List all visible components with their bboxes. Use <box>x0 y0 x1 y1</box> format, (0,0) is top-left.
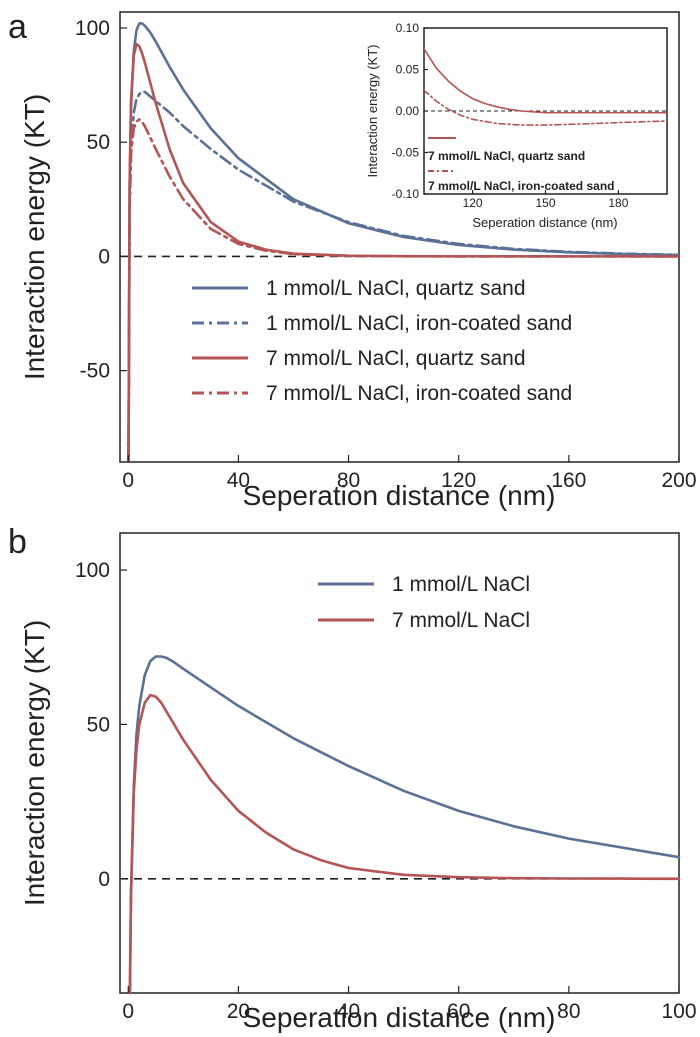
legend-label-a-4: 7 mmol/L NaCl, iron-coated sand <box>266 382 572 405</box>
panel-b-x-tick-label-3: 40 <box>337 1000 360 1023</box>
panel-a-x-axis-title: Seperation distance (nm) <box>243 480 556 511</box>
panel-b-x-tick-label-5: 80 <box>557 1000 580 1023</box>
panel-a-y-tick-label-3: 50 <box>87 131 110 154</box>
legend-label-b-1: 1 mmol/L NaCl <box>392 573 530 596</box>
panel-a-x-tick-label-6: 200 <box>661 469 696 492</box>
inset-series-line-1 <box>424 47 667 114</box>
panel-a-y-tick-label-2: 0 <box>98 245 110 268</box>
panel-a-y-tick-label-1: -50 <box>80 360 110 383</box>
legend-label-a-3: 7 mmol/L NaCl, quartz sand <box>266 347 526 370</box>
inset-y-ticks: 0.10 0.05 0.00 -0.05 -0.10 <box>392 21 428 201</box>
panel-a-legend: 1 mmol/L NaCl, quartz sand 1 mmol/L NaCl… <box>192 277 572 405</box>
inset-legend-label-1: 7 mmol/L NaCl, quartz sand <box>428 149 585 163</box>
panel-b-x-tick-label-6: 100 <box>661 1000 696 1023</box>
panel-b-y-tick-label-3: 100 <box>75 559 110 582</box>
inset-y-tick-label-5: -0.10 <box>392 187 420 201</box>
panel-b-y-axis-title: Interaction energy (KT) <box>19 620 50 906</box>
panel-b-y-tick-label-1: 0 <box>98 868 110 891</box>
inset-y-tick-label-1: 0.10 <box>396 21 420 35</box>
inset-legend-label-2: 7 mmol/L NaCl, iron-coated sand <box>428 179 614 193</box>
panel-b-series-line-1 <box>128 655 681 995</box>
inset-y-tick-label-2: 0.05 <box>396 63 420 77</box>
inset-y-tick-label-4: -0.05 <box>392 146 420 160</box>
legend-label-b-2: 7 mmol/L NaCl <box>392 609 530 632</box>
inset-x-tick-label-2: 150 <box>535 196 555 210</box>
panel-a-x-tick-label-2: 40 <box>227 469 250 492</box>
legend-label-a-2: 1 mmol/L NaCl, iron-coated sand <box>266 312 572 335</box>
inset-x-tick-label-1: 120 <box>463 196 483 210</box>
inset-x-tick-label-3: 180 <box>608 196 628 210</box>
inset-x-axis-title: Seperation distance (nm) <box>472 215 617 230</box>
panel-a-series-line-2 <box>127 90 679 462</box>
panel-a-x-tick-label-4: 120 <box>441 469 476 492</box>
panel-a: a 0 40 80 120 160 200 -50 0 50 100 Seperation di… <box>8 8 697 511</box>
panel-b-series-line-2 <box>128 693 681 995</box>
panel-a-x-tick-label-3: 80 <box>337 469 360 492</box>
panel-b-series-group <box>128 655 681 995</box>
panel-a-series-line-4 <box>127 118 679 462</box>
panel-a-x-ticks: 0 40 80 120 160 200 <box>122 455 697 492</box>
panel-a-y-ticks: -50 0 50 100 <box>75 17 127 383</box>
panel-a-series-group <box>127 22 679 462</box>
inset-y-axis-title: Interaction energy (KT) <box>365 45 380 178</box>
panel-b-x-tick-label-1: 0 <box>122 1000 134 1023</box>
panel-b-plot-frame <box>119 532 680 994</box>
panel-a-x-tick-label-1: 0 <box>122 469 134 492</box>
panel-b-x-tick-label-2: 20 <box>227 1000 250 1023</box>
panel-a-inset: 120 150 180 0.10 0.05 0.00 -0.05 -0.10 Seperat… <box>365 21 668 230</box>
panel-b-x-tick-label-4: 60 <box>447 1000 470 1023</box>
panel-b-legend: 1 mmol/L NaCl 7 mmol/L NaCl <box>318 573 530 632</box>
panel-a-plot-frame <box>119 11 680 463</box>
panel-b-y-tick-label-2: 50 <box>87 713 110 736</box>
panel-b-x-ticks: 0 20 40 60 80 100 <box>122 986 697 1023</box>
inset-x-ticks: 120 150 180 <box>463 190 629 210</box>
inset-y-tick-label-3: 0.00 <box>396 104 420 118</box>
panel-a-x-tick-label-5: 160 <box>551 469 586 492</box>
panel-b-label: b <box>8 523 27 561</box>
panel-a-label: a <box>8 8 27 46</box>
panel-b-y-ticks: 0 50 100 <box>75 559 127 891</box>
panel-a-y-tick-label-4: 100 <box>75 17 110 40</box>
panel-b-x-axis-title: Seperation distance (nm) <box>243 1002 556 1033</box>
inset-series-group <box>424 47 667 126</box>
panel-a-y-axis-title: Interaction energy (KT) <box>19 94 50 380</box>
legend-label-a-1: 1 mmol/L NaCl, quartz sand <box>266 277 526 300</box>
inset-series-line-2 <box>424 89 667 126</box>
panel-b: b 0 20 40 60 80 100 0 50 100 Seperation distanc… <box>8 523 697 1033</box>
